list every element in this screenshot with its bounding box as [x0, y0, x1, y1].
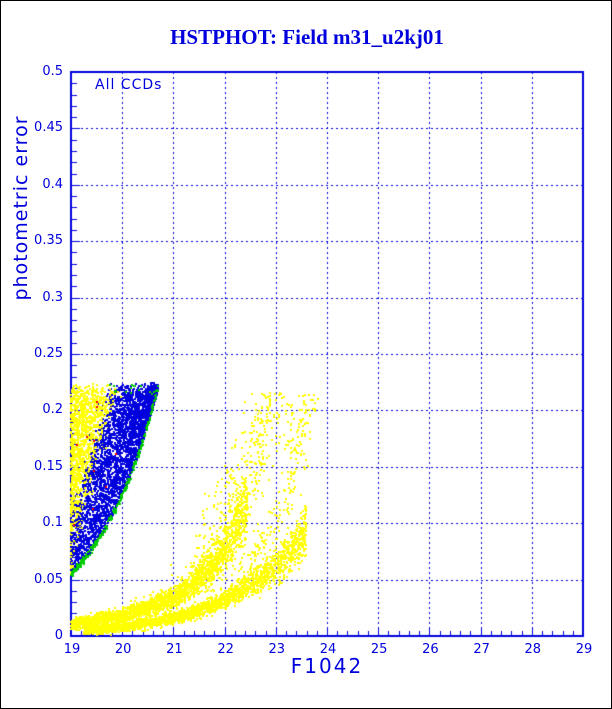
- y-tick-label: 0.1: [42, 515, 63, 531]
- x-tick-label: 24: [319, 642, 337, 657]
- x-tick-label: 21: [166, 642, 183, 657]
- y-tick-label: 0.15: [34, 458, 63, 474]
- y-tick-label: 0.45: [34, 120, 63, 136]
- y-tick-label: 0.4: [42, 176, 63, 192]
- x-tick-label: 27: [473, 642, 490, 657]
- x-tick-label: 29: [575, 642, 593, 657]
- x-tick-label: 19: [63, 642, 81, 657]
- x-tick-label: 25: [370, 642, 388, 657]
- x-tick-label: 28: [524, 642, 542, 657]
- y-tick-label: 0.5: [42, 64, 63, 79]
- y-axis-title: photometric error: [10, 115, 32, 301]
- ccd-annotation: All CCDs: [95, 77, 163, 93]
- y-tick-label: 0.05: [34, 571, 63, 587]
- y-tick-label: 0.2: [42, 402, 63, 418]
- x-tick-label: 20: [114, 642, 132, 657]
- x-tick-label: 23: [268, 642, 286, 657]
- y-tick-label: 0.25: [34, 346, 63, 361]
- x-tick-label: 26: [422, 642, 439, 657]
- x-tick-label: 22: [217, 642, 234, 657]
- y-tick-label: 0: [54, 628, 63, 643]
- x-axis-title: F1042: [290, 654, 364, 678]
- page-title: HSTPHOT: Field m31_u2kj01: [170, 25, 444, 49]
- y-tick-label: 0.3: [42, 289, 63, 305]
- y-tick-label: 0.35: [34, 233, 63, 249]
